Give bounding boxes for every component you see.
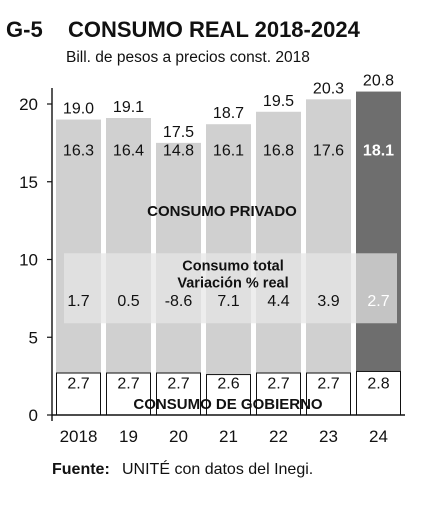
y-tick-label-15: 15 (19, 173, 38, 192)
variation-label-19: 0.5 (117, 293, 139, 310)
gobierno-label-24: 2.8 (367, 376, 389, 393)
x-tick-label-21: 21 (219, 427, 238, 446)
gobierno-label-2018: 2.7 (67, 376, 89, 393)
privado-label-2018: 16.3 (63, 142, 94, 159)
gobierno-label-20: 2.7 (167, 376, 189, 393)
source-text: UNITÉ con datos del Inegi. (122, 459, 313, 478)
total-label-21: 18.7 (213, 105, 244, 122)
x-tick-label-2018: 2018 (60, 427, 98, 446)
privado-label-23: 17.6 (313, 142, 344, 159)
variation-title-line1: Consumo total (182, 258, 284, 274)
total-label-22: 19.5 (263, 93, 294, 110)
y-tick-label-20: 20 (19, 95, 38, 114)
series-label-privado: CONSUMO PRIVADO (147, 203, 297, 220)
variation-label-23: 3.9 (317, 293, 339, 310)
chart-subtitle: Bill. de pesos a precios const. 2018 (66, 49, 310, 66)
total-label-19: 19.1 (113, 99, 144, 116)
bar-gobierno-19 (106, 372, 151, 416)
variation-label-20: -8.6 (165, 293, 193, 310)
gobierno-label-19: 2.7 (117, 376, 139, 393)
bar-gobierno-2018 (56, 372, 101, 416)
x-tick-label-24: 24 (369, 427, 388, 446)
privado-label-24: 18.1 (363, 142, 394, 159)
plot-area: 0 5 10 15 20 19.0 16.3 1.7 2.7 2018 19.1 16.4 0.5 2.7… (19, 73, 405, 446)
gobierno-label-22: 2.7 (267, 376, 289, 393)
figure-code: G-5 (6, 17, 43, 42)
series-label-gobierno: CONSUMO DE GOBIERNO (133, 396, 323, 413)
gobierno-label-21: 2.6 (217, 376, 239, 393)
privado-label-20: 14.8 (163, 142, 194, 159)
total-label-20: 17.5 (163, 124, 194, 141)
variation-label-24: 2.7 (367, 293, 389, 310)
variation-label-2018: 1.7 (67, 293, 89, 310)
x-tick-label-20: 20 (169, 427, 188, 446)
y-tick-label-10: 10 (19, 251, 38, 270)
total-label-24: 20.8 (363, 73, 394, 90)
privado-label-21: 16.1 (213, 142, 244, 159)
variation-title-line2: Variación % real (177, 275, 288, 291)
x-tick-label-23: 23 (319, 427, 338, 446)
bar-gobierno-24 (356, 370, 401, 416)
source-label: Fuente: (52, 461, 110, 478)
variation-label-21: 7.1 (217, 293, 239, 310)
privado-label-19: 16.4 (113, 142, 144, 159)
total-label-23: 20.3 (313, 80, 344, 97)
x-tick-label-22: 22 (269, 427, 288, 446)
y-tick-label-0: 0 (29, 406, 38, 425)
variation-band (64, 253, 397, 324)
bar-gobierno-21 (206, 374, 251, 416)
variation-label-22: 4.4 (267, 293, 289, 310)
gobierno-label-23: 2.7 (317, 376, 339, 393)
chart-title: CONSUMO REAL 2018-2024 (68, 17, 361, 42)
privado-label-22: 16.8 (263, 142, 294, 159)
x-tick-label-19: 19 (119, 427, 138, 446)
y-tick-label-5: 5 (29, 328, 38, 347)
bar-gobierno-23 (306, 372, 351, 416)
total-label-2018: 19.0 (63, 101, 94, 118)
